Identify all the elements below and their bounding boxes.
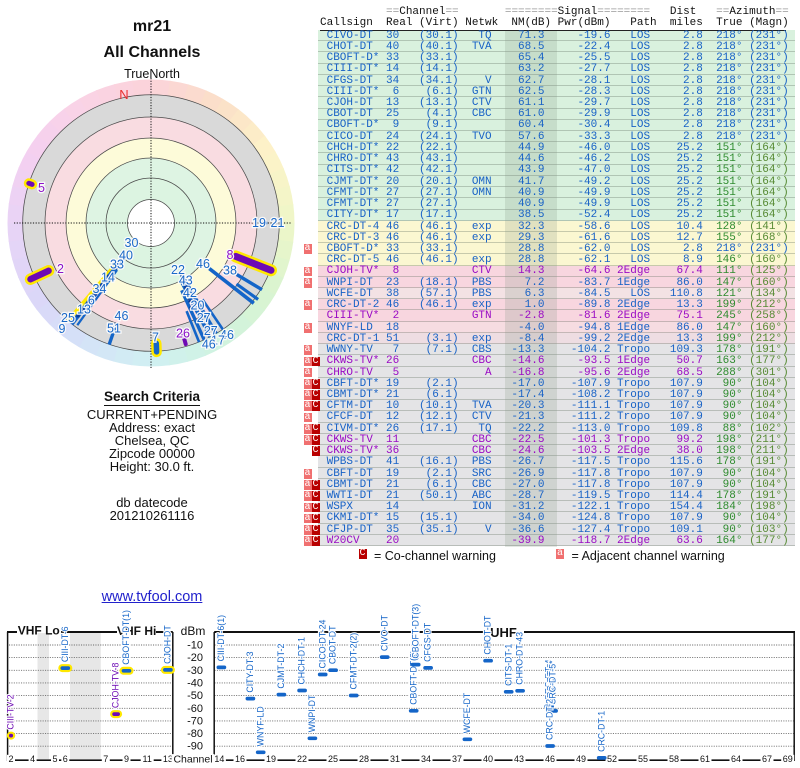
svg-text:28: 28 <box>359 754 369 764</box>
svg-text:6: 6 <box>63 754 68 764</box>
svg-text:16: 16 <box>235 754 245 764</box>
svg-text:-20: -20 <box>187 652 203 664</box>
svg-text:46: 46 <box>545 754 555 764</box>
svg-text:CRC-DT-5*: CRC-DT-5* <box>548 660 558 705</box>
svg-text:27: 27 <box>204 324 218 338</box>
svg-text:-30: -30 <box>187 665 203 677</box>
svg-text:40: 40 <box>483 754 493 764</box>
svg-text:CFMT-DT-2(2): CFMT-DT-2(2) <box>348 633 358 690</box>
svg-text:14: 14 <box>101 270 115 284</box>
svg-text:67: 67 <box>762 754 772 764</box>
svg-text:N: N <box>119 87 128 102</box>
svg-text:17: 17 <box>211 333 225 347</box>
svg-text:46: 46 <box>115 309 129 323</box>
svg-text:-10: -10 <box>187 639 203 651</box>
svg-text:13: 13 <box>163 754 173 764</box>
svg-text:9: 9 <box>59 322 66 336</box>
svg-text:CITY-DT-3: CITY-DT-3 <box>245 651 255 692</box>
svg-text:6: 6 <box>88 293 95 307</box>
svg-text:CRC-DT-1: CRC-DT-1 <box>596 711 606 752</box>
svg-text:VHF Hi: VHF Hi <box>117 624 156 638</box>
svg-text:20: 20 <box>191 299 205 313</box>
svg-text:2: 2 <box>8 754 13 764</box>
svg-text:51: 51 <box>107 321 121 335</box>
svg-text:-80: -80 <box>187 728 203 740</box>
svg-text:CBOFT-DT(1): CBOFT-DT(1) <box>121 610 131 665</box>
svg-text:25: 25 <box>328 754 338 764</box>
svg-text:34: 34 <box>93 282 107 296</box>
svg-text:25: 25 <box>61 311 75 325</box>
svg-text:22: 22 <box>171 263 185 277</box>
svg-text:-70: -70 <box>187 715 203 727</box>
svg-text:5: 5 <box>38 181 45 195</box>
svg-text:WNYF-LD: WNYF-LD <box>255 706 265 746</box>
svg-text:CHCH-DT-1: CHCH-DT-1 <box>297 637 307 685</box>
svg-text:CHRO-DT-43: CHRO-DT-43 <box>515 632 525 685</box>
svg-text:CIII-DT-6: CIII-DT-6 <box>60 626 70 662</box>
svg-text:49: 49 <box>576 754 586 764</box>
svg-text:19: 19 <box>252 216 266 230</box>
svg-text:CIII-DT-6(1): CIII-DT-6(1) <box>216 615 226 661</box>
svg-text:5: 5 <box>52 754 57 764</box>
svg-text:-90: -90 <box>187 741 203 753</box>
svg-text:19: 19 <box>266 754 276 764</box>
svg-text:2: 2 <box>57 262 64 276</box>
svg-text:11: 11 <box>143 754 152 764</box>
svg-text:37: 37 <box>452 754 462 764</box>
svg-text:-60: -60 <box>187 703 203 715</box>
svg-text:-50: -50 <box>187 690 203 702</box>
svg-text:46: 46 <box>220 328 234 342</box>
svg-text:CIVO-DT: CIVO-DT <box>379 614 389 651</box>
svg-text:CJMT-DT-2: CJMT-DT-2 <box>276 644 286 689</box>
svg-text:CICO-DT-24: CICO-DT-24 <box>317 619 327 668</box>
svg-text:4: 4 <box>30 754 35 764</box>
svg-text:55: 55 <box>638 754 648 764</box>
svg-text:31: 31 <box>390 754 400 764</box>
svg-text:14: 14 <box>214 754 224 764</box>
svg-text:7: 7 <box>152 331 159 345</box>
svg-text:CBOFT-DT(3): CBOFT-DT(3) <box>410 604 420 659</box>
svg-text:38: 38 <box>223 264 237 278</box>
svg-text:Channel: Channel <box>173 753 212 765</box>
svg-text:WNPI-DT: WNPI-DT <box>307 694 317 732</box>
svg-text:40: 40 <box>119 248 133 262</box>
svg-text:33: 33 <box>110 258 124 272</box>
svg-text:WCFE-DT: WCFE-DT <box>462 692 472 733</box>
svg-text:26: 26 <box>176 327 190 341</box>
svg-text:42: 42 <box>183 286 197 300</box>
svg-text:-40: -40 <box>187 677 203 689</box>
svg-text:61: 61 <box>700 754 710 764</box>
svg-text:22: 22 <box>297 754 307 764</box>
svg-text:VHF Lo: VHF Lo <box>18 623 60 637</box>
svg-text:27: 27 <box>197 311 211 325</box>
svg-text:13: 13 <box>77 303 91 317</box>
svg-text:CRC-DT-4: CRC-DT-4 <box>544 659 554 700</box>
svg-text:CJOH-TV-8: CJOH-TV-8 <box>111 663 121 709</box>
svg-text:CRC-DT-2: CRC-DT-2 <box>545 699 555 740</box>
svg-text:34: 34 <box>421 754 431 764</box>
svg-text:UHF: UHF <box>490 625 517 640</box>
svg-text:69: 69 <box>783 754 793 764</box>
svg-text:CFGS-DT: CFGS-DT <box>423 622 433 662</box>
svg-text:46: 46 <box>202 338 216 352</box>
svg-text:21: 21 <box>271 216 285 230</box>
svg-text:CJOH-DT: CJOH-DT <box>163 625 173 664</box>
svg-text:43: 43 <box>179 274 193 288</box>
svg-text:9: 9 <box>124 754 129 764</box>
svg-text:30: 30 <box>125 236 139 250</box>
svg-text:CHOT-DT: CHOT-DT <box>483 615 493 655</box>
svg-text:58: 58 <box>669 754 679 764</box>
svg-text:8: 8 <box>227 248 234 262</box>
svg-text:CBOT-DT: CBOT-DT <box>328 625 338 664</box>
svg-text:46: 46 <box>196 257 210 271</box>
svg-text:64: 64 <box>731 754 741 764</box>
svg-text:dBm: dBm <box>181 624 206 638</box>
svg-text:7: 7 <box>103 754 108 764</box>
svg-text:52: 52 <box>607 754 617 764</box>
svg-text:43: 43 <box>514 754 524 764</box>
svg-text:CRC-DT-3: CRC-DT-3 <box>546 663 556 704</box>
svg-text:CIII-TV-2: CIII-TV-2 <box>6 694 16 729</box>
svg-text:CITS-DT-1: CITS-DT-1 <box>503 644 513 686</box>
